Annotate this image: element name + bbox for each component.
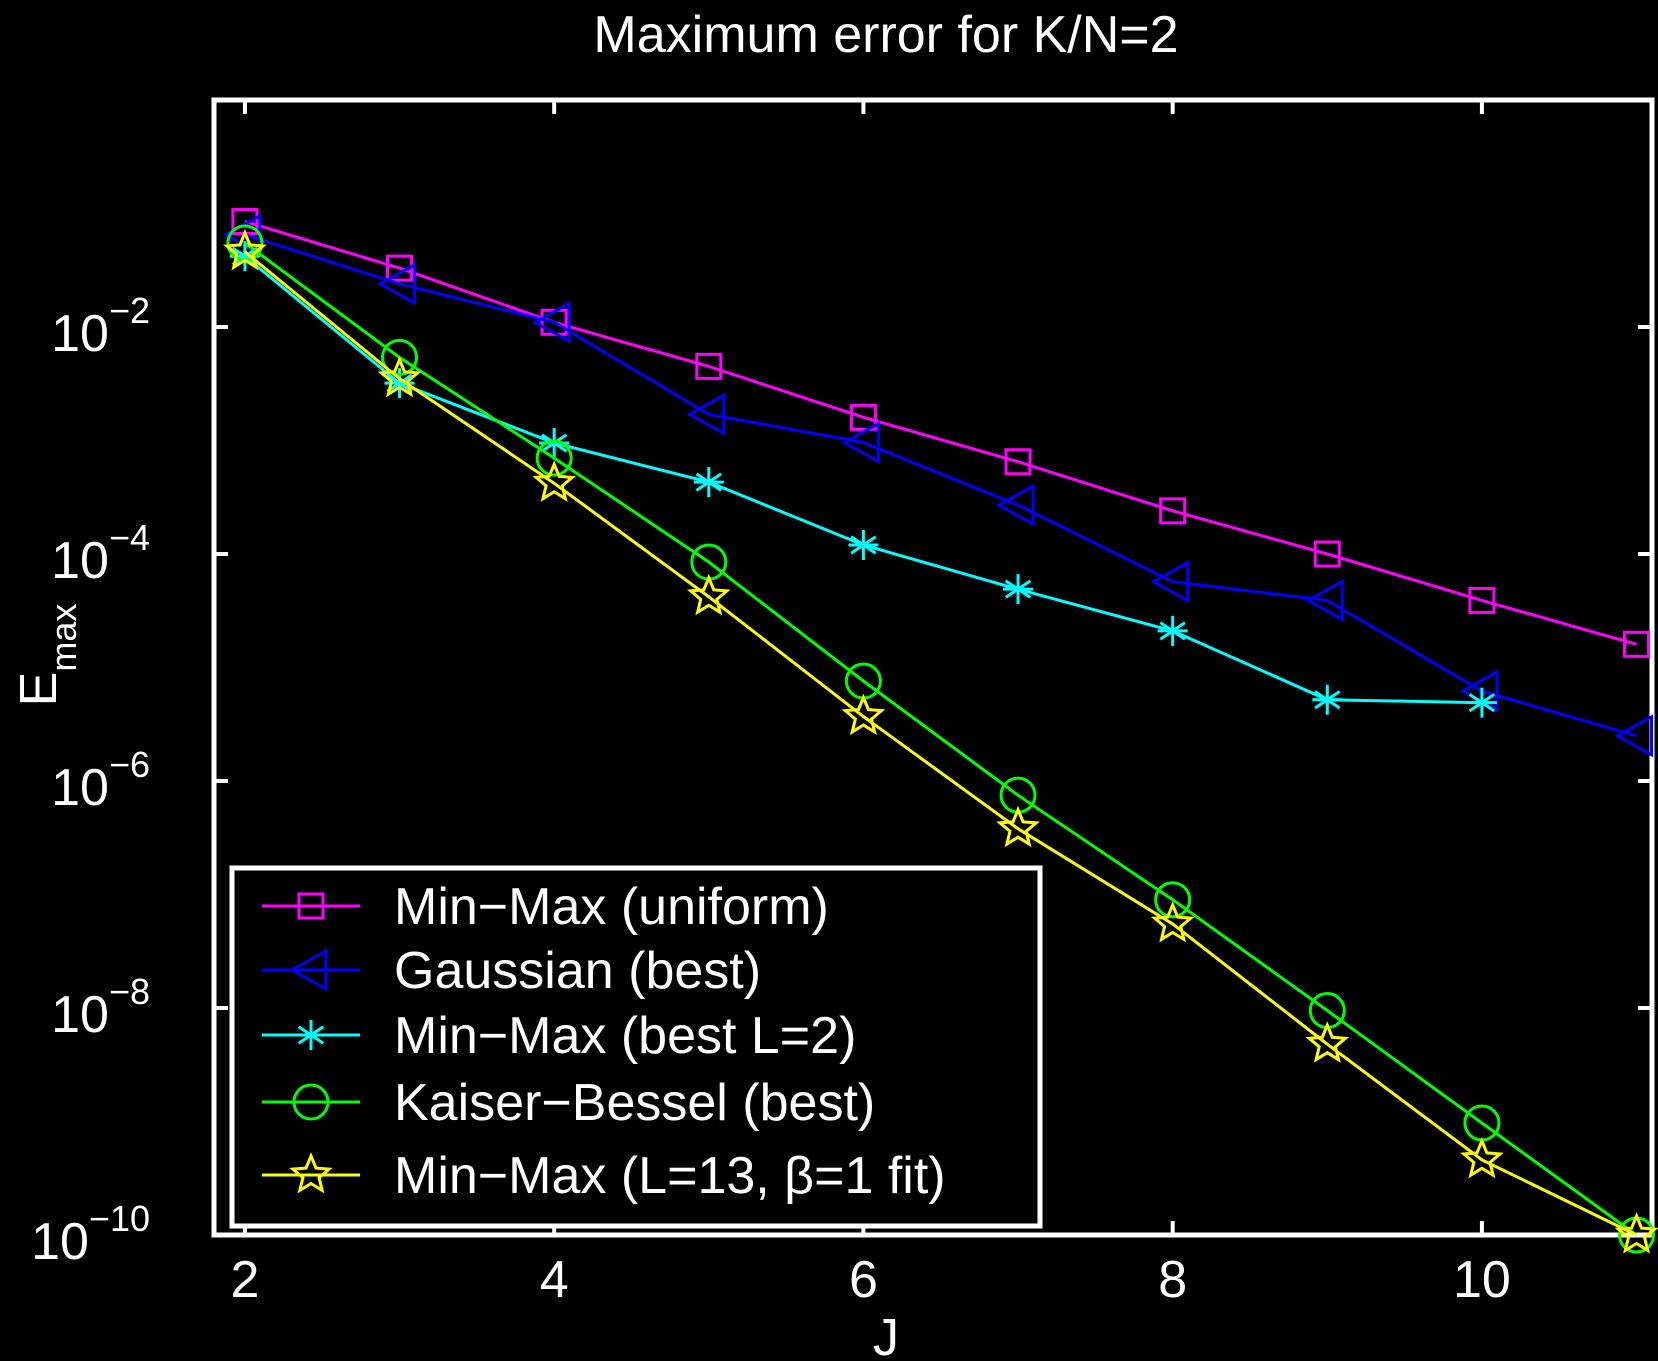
x-tick-label: 4 — [540, 1251, 569, 1309]
plot-frame — [211, 97, 1655, 1238]
data-point — [1468, 586, 1496, 614]
series-line — [244, 220, 1637, 646]
data-point — [1004, 448, 1032, 476]
data-point — [229, 241, 260, 272]
series-4 — [223, 228, 1658, 1254]
x-tick-label: 10 — [1453, 1251, 1511, 1309]
data-point — [1157, 615, 1188, 646]
legend-marker — [297, 892, 325, 920]
series-line — [243, 250, 1638, 1237]
legend-label: Min−Max (best L=2) — [394, 1007, 856, 1065]
data-point — [686, 392, 726, 436]
legend-entry: Min−Max (uniform) — [262, 878, 829, 936]
data-point — [377, 262, 417, 306]
y-tick-label: 10−4 — [51, 517, 150, 590]
data-point — [223, 228, 267, 271]
data-point — [693, 467, 724, 498]
data-point — [535, 439, 573, 477]
data-point — [539, 428, 570, 459]
data-point — [1614, 1212, 1658, 1254]
data-point — [377, 355, 422, 398]
y-tick-label: 10−6 — [51, 744, 150, 817]
data-point — [1150, 560, 1190, 604]
data-point — [995, 483, 1035, 527]
data-point — [1305, 1021, 1350, 1063]
data-point — [1150, 901, 1195, 943]
legend-box — [229, 865, 1043, 1229]
y-axis-label: Emax — [10, 604, 84, 707]
x-tick-label: 8 — [1158, 1251, 1187, 1309]
data-point — [1313, 540, 1341, 568]
y-tick-label: 10−10 — [31, 1198, 150, 1271]
x-tick-label: 6 — [849, 1251, 878, 1309]
data-point — [1003, 574, 1034, 605]
legend-label: Gaussian (best) — [394, 942, 761, 1000]
data-point — [841, 420, 880, 465]
series-0 — [231, 208, 1651, 658]
data-point — [996, 805, 1040, 848]
data-point — [686, 573, 731, 616]
chart-title: Maximum error for K/N=2 — [593, 6, 1178, 64]
legend-marker — [292, 1083, 330, 1121]
data-point — [841, 693, 886, 736]
legend-label: Min−Max (uniform) — [394, 878, 829, 936]
legend-label: Kaiser−Bessel (best) — [394, 1074, 875, 1132]
data-point — [532, 300, 571, 344]
y-tick-label: 10−2 — [51, 290, 150, 363]
legend-entry: Kaiser−Bessel (best) — [262, 1074, 875, 1132]
legend-marker — [289, 1152, 333, 1194]
data-point — [1312, 684, 1343, 715]
series-line — [244, 233, 1637, 738]
data-point — [381, 338, 419, 376]
legend-entry: Gaussian (best) — [262, 942, 761, 1000]
data-point — [849, 403, 877, 431]
data-point — [1460, 1136, 1504, 1179]
svg-text:Emax: Emax — [10, 604, 84, 707]
data-point — [848, 530, 879, 561]
data-point — [695, 352, 723, 380]
y-axis-label-subscript: max — [43, 604, 84, 672]
legend-marker — [288, 948, 328, 992]
series-line — [244, 241, 1638, 1237]
y-tick-label: 10−8 — [51, 971, 150, 1044]
legend-label: Min−Max (L=13, β=1 fit) — [394, 1147, 946, 1205]
legend-entry: Min−Max (L=13, β=1 fit) — [262, 1147, 946, 1205]
x-tick-label: 2 — [230, 1251, 259, 1309]
series-2 — [229, 241, 1497, 718]
data-point — [1154, 881, 1192, 919]
data-point — [1623, 630, 1651, 658]
series-layer — [222, 208, 1658, 1254]
data-point — [1466, 687, 1497, 718]
y-axis-label-main: E — [10, 672, 68, 707]
plot-axes: 2 4 6 8 10 10−2 10−4 10−6 10−8 10−10 — [31, 97, 1655, 1309]
data-point — [384, 368, 415, 399]
x-axis-label: J — [873, 1309, 899, 1361]
legend: Min−Max (uniform) Gaussian (best) Min−Max … — [229, 865, 1043, 1229]
legend-marker — [296, 1020, 326, 1050]
data-point — [1159, 497, 1187, 525]
data-point — [1614, 714, 1654, 758]
legend-entry: Min−Max (best L=2) — [262, 1007, 856, 1065]
data-point — [532, 460, 576, 502]
data-point — [1305, 578, 1344, 622]
